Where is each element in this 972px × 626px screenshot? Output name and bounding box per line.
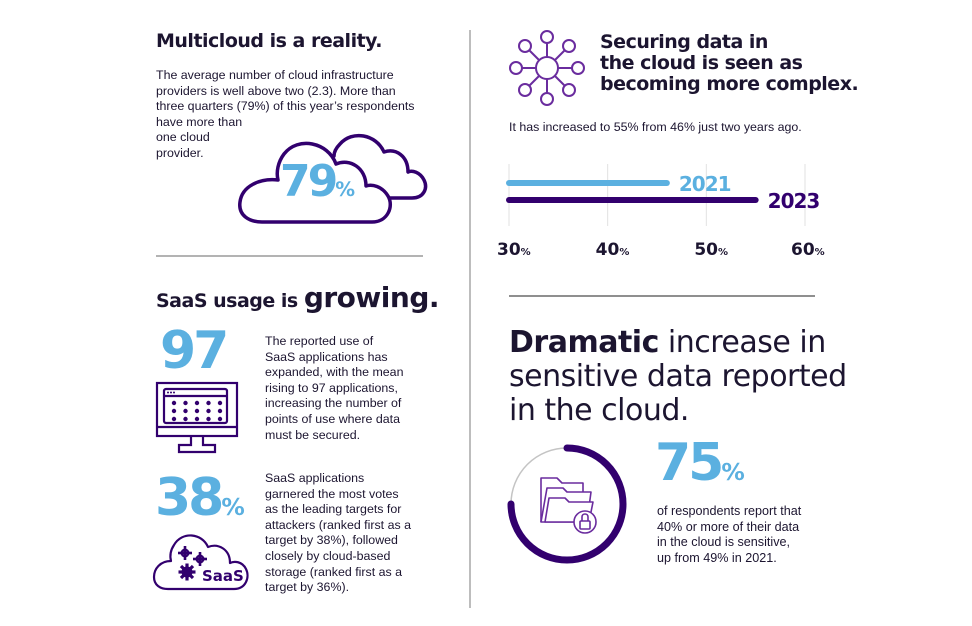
- monitor-app-dot: [217, 408, 223, 414]
- monitor-app-dot: [171, 400, 177, 406]
- chart-tick-label: 60%: [791, 240, 825, 260]
- saas-target-unit: %: [221, 493, 245, 521]
- saas-target-stat: 38%: [155, 472, 245, 533]
- sensitive-data-line: up from 49% in 2021.: [657, 550, 777, 565]
- network-icon: [509, 30, 585, 106]
- saas-target-line: garnered the most votes: [265, 486, 399, 501]
- multicloud-body-line: one cloud: [156, 130, 210, 145]
- sensitive-data-title-bold: Dramatic: [509, 325, 659, 360]
- monitor-app-dot: [183, 408, 188, 414]
- saas-target-line: SaaS applications: [265, 471, 365, 485]
- saas-apps-line: increasing the number of: [265, 396, 402, 411]
- monitor-app-dot: [217, 416, 223, 422]
- monitor-app-dot: [206, 408, 211, 414]
- saas-target-description: SaaS applications garnered the most vote…: [265, 471, 465, 596]
- saas-apps-line: must be secured.: [265, 427, 361, 442]
- chart-bar-label: 2021: [679, 172, 731, 196]
- vertical-divider: [469, 30, 471, 608]
- cloud-icon: [238, 133, 428, 224]
- monitor-app-dot: [194, 416, 200, 422]
- saas-target-line: as the leading targets for: [265, 502, 402, 517]
- multicloud-stat-value: 79: [280, 156, 338, 207]
- gear-icon: [178, 546, 207, 581]
- progress-ring: [507, 444, 627, 564]
- sensitive-data-title: Dramatic increase in sensitive data repo…: [509, 326, 847, 428]
- saas-apps-description: The reported use of SaaS applications ha…: [265, 334, 465, 443]
- multicloud-body-line: providers is well above two (2.3). More …: [156, 83, 396, 98]
- sensitive-data-stat: 75%: [655, 437, 745, 498]
- saas-target-line: attackers (ranked first as a: [265, 517, 411, 532]
- monitor-app-dot: [206, 416, 211, 422]
- sensitive-data-title-line: sensitive data reported: [509, 359, 847, 394]
- saas-title: SaaS usage is growing.: [156, 281, 440, 316]
- sensitive-data-title-line: in the cloud.: [509, 393, 689, 428]
- monitor-app-dot: [171, 416, 177, 422]
- securing-subtitle: It has increased to 55% from 46% just tw…: [509, 120, 802, 134]
- saas-apps-stat: 97: [160, 321, 229, 381]
- securing-title-line: the cloud is seen as: [600, 52, 803, 74]
- chart-tick-label: 50%: [694, 240, 728, 260]
- securing-title-line: becoming more complex.: [600, 73, 859, 95]
- saas-target-value: 38: [155, 468, 224, 528]
- saas-target-line: closely by cloud-based: [265, 548, 391, 563]
- monitor-icon: [155, 381, 239, 454]
- monitor-app-dot: [183, 416, 188, 422]
- saas-apps-line: The reported use of: [265, 334, 374, 348]
- saas-apps-line: rising to 97 applications,: [265, 380, 398, 395]
- monitor-app-dot: [194, 400, 200, 406]
- multicloud-body-line: have more than: [156, 114, 243, 129]
- sensitive-data-title-rest: increase in: [658, 325, 826, 360]
- sensitive-data-line: in the cloud is sensitive,: [657, 535, 791, 550]
- monitor-app-dot: [183, 400, 188, 406]
- saas-cloud-label: SaaS: [202, 567, 244, 585]
- folder-lock-icon: [540, 477, 597, 534]
- saas-title-emphasis: growing.: [303, 281, 440, 314]
- comparison-bar-chart: 2021 2023 30% 40% 50% 60%: [497, 164, 825, 260]
- monitor-app-dot: [217, 400, 223, 406]
- saas-apps-line: expanded, with the mean: [265, 365, 404, 380]
- sensitive-data-line: 40% or more of their data: [657, 519, 800, 534]
- monitor-app-dot: [171, 408, 177, 414]
- multicloud-title: Multicloud is a reality.: [156, 30, 383, 52]
- chart-bar-label: 2023: [768, 189, 820, 213]
- left-section-divider: [156, 255, 423, 257]
- sensitive-data-line: of respondents report that: [657, 504, 802, 518]
- monitor-app-dot: [194, 408, 200, 414]
- saas-cloud-icon: SaaS: [152, 534, 249, 591]
- multicloud-stat-unit: %: [335, 178, 356, 201]
- securing-title-line: Securing data in: [600, 31, 768, 53]
- chart-tick-label: 40%: [596, 240, 630, 260]
- saas-target-line: target by 38%), followed: [265, 533, 398, 548]
- multicloud-body-line: three quarters (79%) of this year’s resp…: [156, 99, 415, 114]
- progress-ring-fill: [507, 444, 627, 564]
- multicloud-body-line: provider.: [156, 145, 204, 160]
- sensitive-data-description: of respondents report that 40% or more o…: [657, 504, 857, 566]
- saas-target-line: storage (ranked first as a: [265, 564, 403, 579]
- multicloud-stat: 79%: [280, 160, 355, 212]
- multicloud-body: The average number of cloud infrastructu…: [156, 68, 456, 162]
- saas-apps-line: SaaS applications has: [265, 349, 388, 364]
- chart-tick-label: 30%: [497, 240, 531, 260]
- saas-title-prefix: SaaS usage is: [156, 290, 304, 312]
- saas-target-line: target by 36%).: [265, 580, 350, 595]
- multicloud-body-line: The average number of cloud infrastructu…: [156, 68, 394, 82]
- monitor-app-dot: [206, 400, 211, 406]
- sensitive-data-stat-value: 75: [655, 433, 724, 493]
- securing-title: Securing data in the cloud is seen as be…: [600, 32, 860, 95]
- saas-apps-line: points of use where data: [265, 411, 401, 426]
- sensitive-data-stat-unit: %: [721, 458, 745, 486]
- right-section-divider: [509, 295, 815, 297]
